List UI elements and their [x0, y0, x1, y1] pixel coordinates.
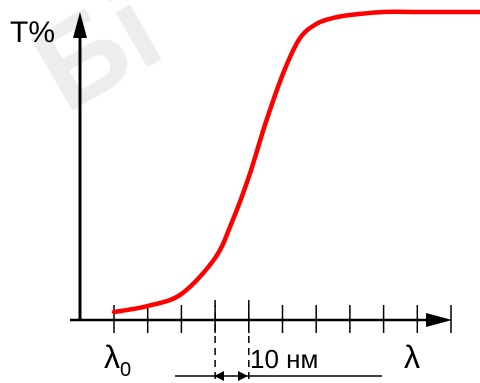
interval-label: 10 нм — [250, 344, 318, 374]
interval-dashes — [214, 300, 250, 383]
x-axis-label: λ — [404, 339, 420, 375]
transmission-curve — [111, 9, 480, 315]
interval-arrow-right — [238, 371, 248, 381]
y-axis-arrow — [73, 12, 87, 38]
interval-arrow-left — [214, 371, 224, 381]
x-axis-arrow — [426, 313, 452, 327]
y-axis-label: T% — [10, 16, 55, 49]
x-origin-label: λ0 — [104, 339, 131, 381]
